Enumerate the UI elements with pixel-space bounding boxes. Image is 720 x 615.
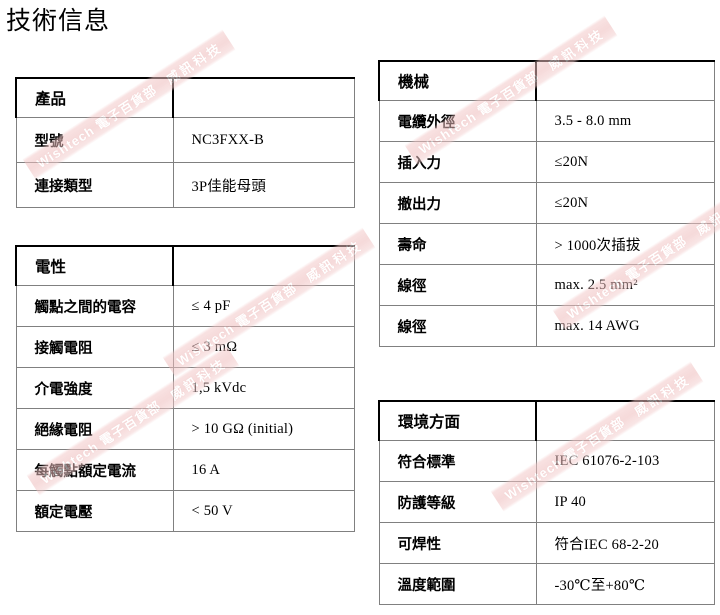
table-row: 插入力 ≤20N (378, 141, 715, 183)
row-label: 撤出力 (378, 182, 537, 224)
table-header-row: 產品 (15, 77, 355, 118)
row-value: > 1000次插拔 (535, 223, 715, 265)
table-row: 額定電壓 < 50 V (15, 490, 355, 532)
table-row: 符合標準 IEC 61076-2-103 (378, 440, 715, 482)
table-row: 接觸電阻 ≤ 3 mΩ (15, 326, 355, 368)
table-row: 絕緣電阻 > 10 GΩ (initial) (15, 408, 355, 450)
table-row: 介電強度 1,5 kVdc (15, 367, 355, 409)
row-value: 1,5 kVdc (172, 367, 355, 409)
row-value: > 10 GΩ (initial) (172, 408, 355, 450)
product-spec-table: 產品 型號 NC3FXX-B 連接類型 3P佳能母頭 (15, 77, 355, 208)
row-value: NC3FXX-B (172, 117, 355, 163)
row-value: max. 14 AWG (535, 305, 715, 347)
table-header-label: 電性 (15, 245, 174, 286)
table-row: 電纜外徑 3.5 - 8.0 mm (378, 100, 715, 142)
table-row: 溫度範圍 -30℃至+80℃ (378, 563, 715, 605)
table-header-row: 機械 (378, 60, 715, 101)
row-label: 接觸電阻 (15, 326, 174, 368)
row-value: < 50 V (172, 490, 355, 532)
environment-spec-table: 環境方面 符合標準 IEC 61076-2-103 防護等級 IP 40 可焊性… (378, 400, 715, 605)
table-row: 壽命 > 1000次插拔 (378, 223, 715, 265)
row-value: 3.5 - 8.0 mm (535, 100, 715, 142)
row-value: ≤20N (535, 182, 715, 224)
row-value: max. 2.5 mm² (535, 264, 715, 306)
table-row: 觸點之間的電容 ≤ 4 pF (15, 285, 355, 327)
row-label: 絕緣電阻 (15, 408, 174, 450)
row-label: 插入力 (378, 141, 537, 183)
row-label: 線徑 (378, 305, 537, 347)
row-label: 可焊性 (378, 522, 537, 564)
table-row: 防護等級 IP 40 (378, 481, 715, 523)
row-value: ≤ 3 mΩ (172, 326, 355, 368)
row-label: 型號 (15, 117, 174, 163)
row-value: 3P佳能母頭 (172, 162, 355, 208)
table-header-value (172, 245, 355, 286)
row-value: ≤20N (535, 141, 715, 183)
row-label: 防護等級 (378, 481, 537, 523)
table-row: 可焊性 符合IEC 68-2-20 (378, 522, 715, 564)
row-label: 額定電壓 (15, 490, 174, 532)
row-label: 電纜外徑 (378, 100, 537, 142)
table-header-row: 環境方面 (378, 400, 715, 441)
row-value: 16 A (172, 449, 355, 491)
table-header-value (535, 400, 715, 441)
table-row: 連接類型 3P佳能母頭 (15, 162, 355, 208)
table-header-value (172, 77, 355, 118)
table-header-label: 產品 (15, 77, 174, 118)
row-label: 介電強度 (15, 367, 174, 409)
table-row: 撤出力 ≤20N (378, 182, 715, 224)
table-row: 型號 NC3FXX-B (15, 117, 355, 163)
row-label: 觸點之間的電容 (15, 285, 174, 327)
mechanical-spec-table: 機械 電纜外徑 3.5 - 8.0 mm 插入力 ≤20N 撤出力 ≤20N 壽… (378, 60, 715, 347)
table-row: 每觸點額定電流 16 A (15, 449, 355, 491)
table-header-label: 機械 (378, 60, 537, 101)
table-header-row: 電性 (15, 245, 355, 286)
row-label: 溫度範圍 (378, 563, 537, 605)
electrical-spec-table: 電性 觸點之間的電容 ≤ 4 pF 接觸電阻 ≤ 3 mΩ 介電強度 1,5 k… (15, 245, 355, 532)
row-value: IP 40 (535, 481, 715, 523)
row-value: ≤ 4 pF (172, 285, 355, 327)
table-row: 線徑 max. 2.5 mm² (378, 264, 715, 306)
row-label: 每觸點額定電流 (15, 449, 174, 491)
table-row: 線徑 max. 14 AWG (378, 305, 715, 347)
row-label: 壽命 (378, 223, 537, 265)
row-label: 線徑 (378, 264, 537, 306)
row-value: -30℃至+80℃ (535, 563, 715, 605)
page-title: 技術信息 (6, 6, 111, 35)
table-header-label: 環境方面 (378, 400, 537, 441)
row-value: 符合IEC 68-2-20 (535, 522, 715, 564)
row-label: 連接類型 (15, 162, 174, 208)
table-header-value (535, 60, 715, 101)
row-value: IEC 61076-2-103 (535, 440, 715, 482)
row-label: 符合標準 (378, 440, 537, 482)
